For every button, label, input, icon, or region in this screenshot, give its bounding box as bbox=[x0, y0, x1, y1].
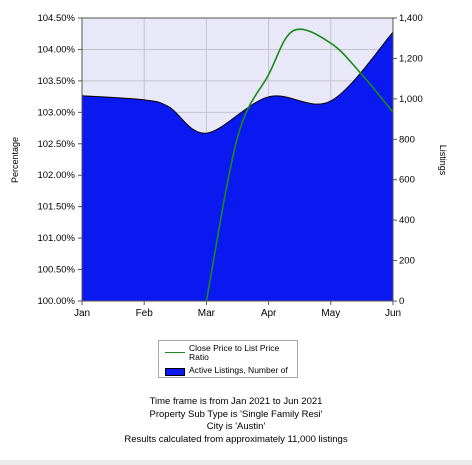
x-tick-label: Jun bbox=[385, 308, 401, 319]
right-tick-label: 1,200 bbox=[399, 53, 423, 64]
left-tick-label: 103.50% bbox=[37, 76, 75, 87]
series-close-price-ratio-line bbox=[205, 28, 393, 301]
right-tick-label: 600 bbox=[399, 175, 415, 186]
left-tick-label: 103.00% bbox=[37, 107, 75, 118]
right-tick-label: 1,000 bbox=[399, 94, 423, 105]
legend-item-active-listings: Active Listings, Number of bbox=[159, 365, 297, 377]
legend-item-close-price-ratio: Close Price to List Price Ratio bbox=[159, 344, 297, 362]
left-tick-label: 100.00% bbox=[37, 296, 75, 307]
legend-label-active-listings: Active Listings, Number of bbox=[189, 365, 288, 375]
x-axis: Jan Feb Mar Apr May Jun bbox=[74, 301, 401, 319]
legend-label-close-price-ratio: Close Price to List Price Ratio bbox=[189, 343, 280, 362]
bottom-strip bbox=[0, 460, 472, 465]
series-active-listings-area bbox=[82, 31, 393, 301]
x-tick-label: Mar bbox=[198, 308, 216, 319]
x-tick-label: May bbox=[321, 308, 340, 319]
x-tick-label: Jan bbox=[74, 308, 90, 319]
left-tick-label: 100.50% bbox=[37, 265, 75, 276]
right-tick-label: 800 bbox=[399, 134, 415, 145]
right-tick-label: 0 bbox=[399, 296, 404, 307]
footer-property-subtype: Property Sub Type is 'Single Family Resi… bbox=[149, 408, 323, 420]
left-tick-label: 104.50% bbox=[37, 13, 75, 24]
area-layer bbox=[82, 31, 393, 301]
footer-timeframe: Time frame is from Jan 2021 to Jun 2021 bbox=[149, 396, 323, 407]
right-tick-label: 200 bbox=[399, 256, 415, 267]
left-axis-title: Percentage bbox=[10, 137, 20, 183]
left-tick-label: 102.50% bbox=[37, 139, 75, 150]
footer-results-note: Results calculated from approximately 11… bbox=[124, 433, 348, 445]
left-tick-label: 102.00% bbox=[37, 170, 75, 181]
footer-city: City is 'Austin' bbox=[206, 421, 266, 432]
plot-border bbox=[81, 17, 394, 302]
left-tick-label: 101.00% bbox=[37, 233, 75, 244]
legend-line-swatch bbox=[165, 352, 185, 353]
chart-legend: Close Price to List Price Ratio Active L… bbox=[158, 340, 298, 378]
x-tick-label: Feb bbox=[136, 308, 154, 319]
left-tick-label: 104.00% bbox=[37, 44, 75, 55]
line-layer bbox=[205, 28, 393, 301]
x-tick-label: Apr bbox=[261, 308, 277, 319]
chart-footer: Time frame is from Jan 2021 to Jun 2021 … bbox=[0, 396, 472, 446]
right-axis-title: Listings bbox=[438, 145, 448, 176]
left-tick-label: 101.50% bbox=[37, 202, 75, 213]
right-tick-label: 400 bbox=[399, 215, 415, 226]
left-axis: 100.00% 100.50% 101.00% 101.50% 102.00% 102.5… bbox=[37, 13, 82, 307]
legend-area-swatch bbox=[165, 368, 185, 376]
right-axis: 0 200 400 600 800 1,000 1,200 1,400 bbox=[393, 13, 423, 307]
right-tick-label: 1,400 bbox=[399, 13, 423, 24]
